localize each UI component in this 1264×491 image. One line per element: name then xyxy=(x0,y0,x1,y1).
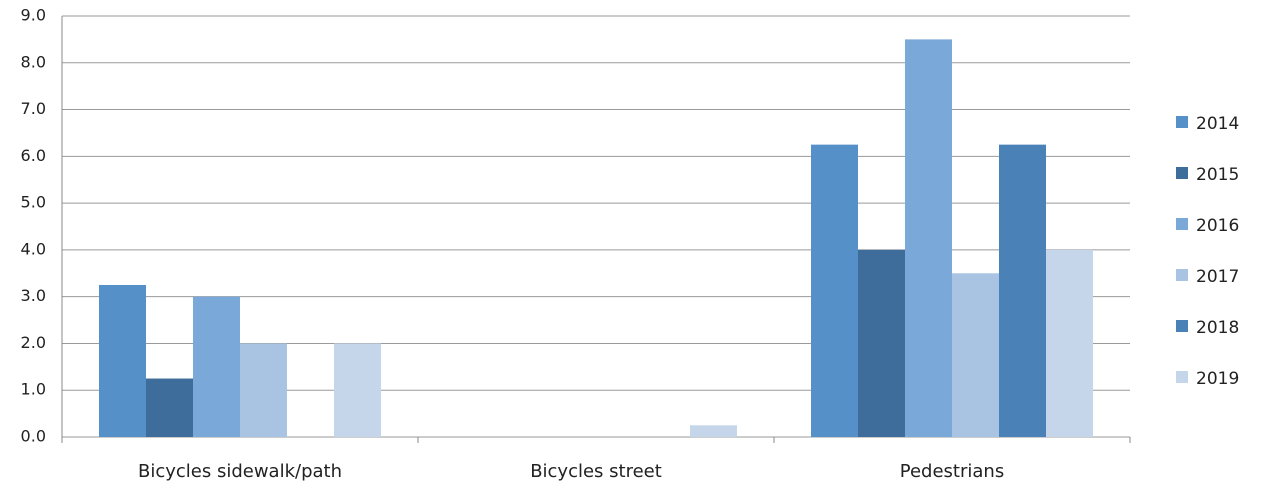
bar xyxy=(952,273,999,437)
bar xyxy=(240,343,287,437)
legend-label: 2018 xyxy=(1196,318,1239,338)
legend-swatch xyxy=(1176,320,1188,332)
bar xyxy=(334,343,381,437)
bar xyxy=(193,296,240,437)
y-tick-label: 3.0 xyxy=(21,286,46,305)
bar xyxy=(858,249,905,437)
y-tick-label: 6.0 xyxy=(21,146,46,165)
y-tick-label: 4.0 xyxy=(21,239,46,258)
bar xyxy=(905,39,952,438)
legend-label: 2014 xyxy=(1196,114,1239,134)
bar xyxy=(99,284,146,437)
y-tick-label: 7.0 xyxy=(21,99,46,118)
legend-label: 2016 xyxy=(1196,216,1239,236)
legend-label: 2019 xyxy=(1196,369,1239,389)
bar xyxy=(1046,249,1093,437)
bar xyxy=(811,144,858,437)
y-tick-label: 9.0 xyxy=(21,6,46,25)
legend-swatch xyxy=(1176,371,1188,383)
legend-swatch xyxy=(1176,116,1188,128)
legend-label: 2015 xyxy=(1196,165,1239,185)
x-tick-label: Pedestrians xyxy=(900,461,1004,482)
x-tick-label: Bicycles street xyxy=(530,461,662,482)
y-tick-label: 2.0 xyxy=(21,333,46,352)
x-tick-label: Bicycles sidewalk/path xyxy=(138,461,342,482)
y-tick-label: 8.0 xyxy=(21,52,46,71)
legend-swatch xyxy=(1176,218,1188,230)
y-tick-label: 0.0 xyxy=(21,427,46,446)
bar xyxy=(999,144,1046,437)
legend-swatch xyxy=(1176,269,1188,281)
bar xyxy=(146,378,193,437)
bar xyxy=(690,425,737,437)
y-tick-label: 5.0 xyxy=(21,193,46,212)
y-tick-label: 1.0 xyxy=(21,380,46,399)
legend-swatch xyxy=(1176,167,1188,179)
legend-label: 2017 xyxy=(1196,267,1239,287)
